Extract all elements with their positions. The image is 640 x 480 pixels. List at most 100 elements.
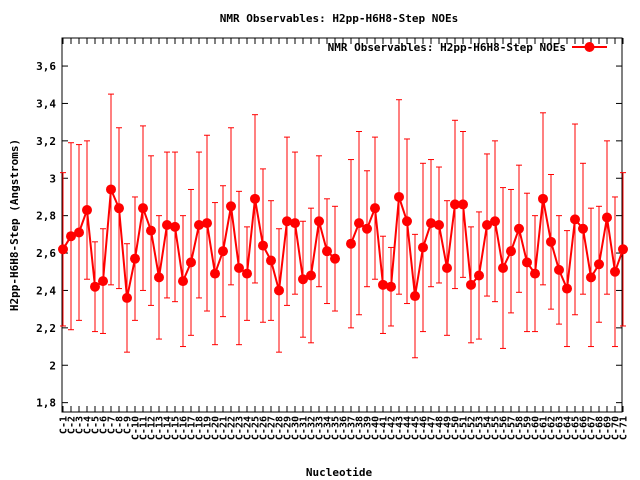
- data-point: [74, 227, 84, 238]
- x-tick-label: C-7: [107, 416, 118, 434]
- data-point: [298, 274, 308, 285]
- x-tick-label: C-48: [435, 416, 446, 440]
- x-tick-label: C-50: [451, 416, 462, 440]
- y-tick-label: 1,8: [36, 397, 56, 410]
- data-point: [578, 223, 588, 234]
- x-tick-label: C-58: [515, 416, 526, 440]
- x-tick-label: C-23: [235, 416, 246, 440]
- x-tick-label: C-4: [83, 416, 94, 434]
- x-tick-label: C-8: [115, 416, 126, 434]
- data-point: [170, 221, 180, 232]
- x-tick-label: C-32: [307, 416, 318, 440]
- data-point: [546, 236, 556, 247]
- data-point: [306, 270, 316, 281]
- x-tick-label: C-55: [491, 416, 502, 440]
- data-point: [530, 268, 540, 279]
- x-tick-label: C-43: [395, 416, 406, 440]
- data-point: [458, 199, 468, 210]
- x-tick-label: C-45: [411, 416, 422, 440]
- y-tick-label: 2: [49, 359, 56, 372]
- y-tick-label: 3,2: [36, 135, 56, 148]
- data-point: [154, 272, 164, 283]
- x-tick-label: C-22: [227, 416, 238, 440]
- x-tick-label: C-11: [139, 416, 150, 440]
- x-tick-label: C-42: [387, 416, 398, 440]
- x-tick-label: C-17: [187, 416, 198, 440]
- data-point: [178, 276, 188, 287]
- data-point: [90, 281, 100, 292]
- x-tick-label: C-18: [195, 416, 206, 440]
- x-tick-label: C-65: [571, 416, 582, 440]
- x-tick-label: C-41: [379, 416, 390, 440]
- x-tick-label: C-20: [211, 416, 222, 440]
- data-point: [538, 193, 548, 204]
- x-tick-label: C-44: [403, 416, 414, 440]
- data-point: [586, 272, 596, 283]
- x-tick-label: C-21: [219, 416, 230, 440]
- data-point: [58, 244, 68, 255]
- data-point: [490, 216, 500, 227]
- data-point: [162, 220, 172, 230]
- x-tick-label: C-3: [75, 416, 86, 434]
- data-point: [450, 199, 460, 210]
- x-tick-label: C-52: [467, 416, 478, 440]
- x-tick-label: C-38: [355, 416, 366, 440]
- x-tick-label: C-61: [539, 416, 550, 440]
- data-point: [354, 218, 364, 229]
- x-tick-label: C-53: [475, 416, 486, 440]
- x-tick-label: C-34: [323, 416, 334, 440]
- data-point: [466, 279, 476, 290]
- data-point: [258, 240, 268, 251]
- data-point: [514, 223, 524, 234]
- x-tick-label: C-25: [251, 416, 262, 440]
- data-point: [594, 259, 604, 270]
- data-point: [570, 214, 580, 225]
- data-point: [114, 203, 124, 214]
- legend-marker: [584, 42, 595, 52]
- x-tick-label: C-57: [507, 416, 518, 440]
- data-point: [386, 281, 396, 292]
- data-point: [362, 223, 372, 234]
- data-point: [602, 212, 612, 223]
- x-tick-label: C-64: [563, 416, 574, 440]
- data-point: [554, 264, 564, 275]
- data-point: [522, 257, 532, 268]
- y-tick-label: 2,6: [36, 247, 56, 260]
- x-tick-label: C-63: [555, 416, 566, 440]
- x-tick-label: C-71: [619, 416, 630, 440]
- x-tick-label: C-56: [499, 416, 510, 440]
- x-tick-label: C-49: [443, 416, 454, 440]
- x-tick-label: C-1: [59, 416, 70, 434]
- data-point: [330, 253, 340, 264]
- data-point: [242, 268, 252, 279]
- x-tick-label: C-35: [331, 416, 342, 440]
- data-point: [442, 263, 452, 274]
- data-point: [186, 257, 196, 268]
- x-axis-label: Nucleotide: [306, 466, 373, 479]
- x-tick-label: C-26: [259, 416, 270, 440]
- x-tick-label: C-9: [123, 416, 134, 434]
- data-point: [426, 218, 436, 229]
- x-tick-label: C-28: [275, 416, 286, 440]
- data-point: [274, 285, 284, 296]
- data-point: [506, 246, 516, 257]
- y-tick-label: 3,4: [36, 97, 56, 110]
- x-tick-label: C-62: [547, 416, 558, 440]
- data-point: [434, 220, 444, 230]
- x-tick-label: C-15: [171, 416, 182, 440]
- data-point: [250, 193, 260, 204]
- data-point: [122, 292, 132, 303]
- plot-area: 1,822,22,42,62,833,23,43,6C-1C-2C-3C-4C-…: [36, 37, 630, 440]
- x-tick-label: C-6: [99, 416, 110, 434]
- y-tick-label: 3,6: [36, 60, 56, 73]
- data-point: [66, 231, 76, 242]
- chart-title: NMR Observables: H2pp-H6H8-Step NOEs: [220, 12, 458, 25]
- x-tick-label: C-59: [523, 416, 534, 440]
- x-tick-label: C-13: [155, 416, 166, 440]
- data-point: [562, 283, 572, 294]
- data-point: [202, 218, 212, 229]
- data-point: [346, 238, 356, 249]
- x-tick-label: C-10: [131, 416, 142, 440]
- x-tick-label: C-27: [267, 416, 278, 440]
